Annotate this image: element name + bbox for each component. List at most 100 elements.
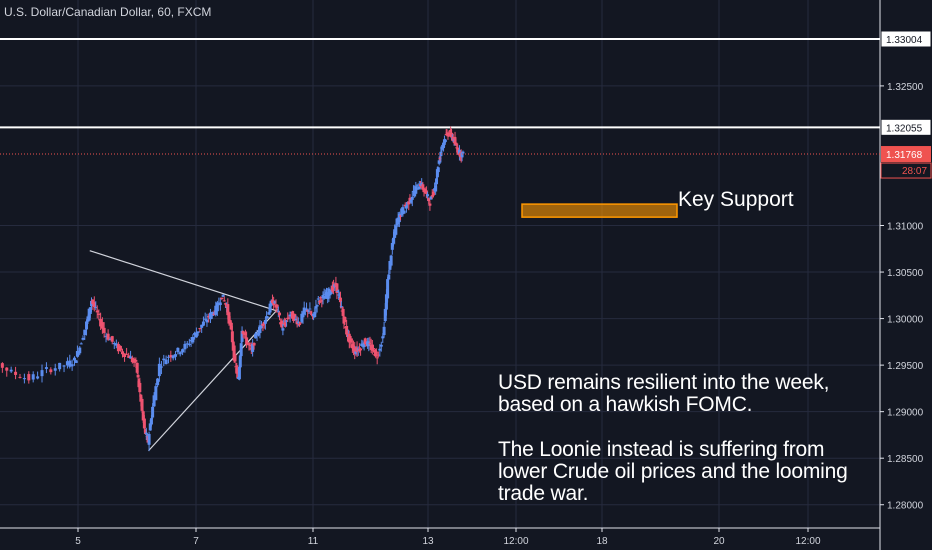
candle-body-221 — [339, 306, 343, 308]
candle-body-135 — [240, 330, 244, 342]
candle-body-236 — [354, 351, 358, 354]
candle-body-103 — [200, 324, 204, 328]
h-level-label-0: 1.33004 — [886, 35, 923, 46]
candle-body-124 — [230, 331, 234, 343]
candle-body-161 — [273, 301, 277, 303]
candle-body-273 — [397, 213, 401, 223]
x-tick-label-1: 7 — [193, 536, 199, 547]
candle-body-115 — [220, 297, 224, 299]
candle-body-12 — [14, 371, 18, 375]
candle-body-268 — [391, 237, 395, 243]
candle-body-136 — [241, 331, 245, 334]
candle-body-299 — [428, 203, 432, 206]
key-support-zone — [521, 203, 678, 218]
candle-body-118 — [223, 303, 227, 305]
candle-body-93 — [181, 349, 185, 353]
candle-body-52 — [112, 343, 116, 345]
candle-body-194 — [310, 314, 314, 316]
candle-body-316 — [444, 134, 448, 136]
candle-body-132 — [237, 366, 241, 380]
candle-body-274 — [399, 215, 403, 217]
candle-body-14 — [22, 378, 26, 380]
candle-body-266 — [389, 255, 393, 266]
candle-body-79 — [151, 406, 155, 418]
candle-body-172 — [285, 320, 289, 322]
candle-body-77 — [148, 423, 152, 431]
annotation-paragraph-1: USD remains resilient into the week, bas… — [498, 371, 830, 416]
candle-body-20 — [49, 369, 53, 373]
candle-body-250 — [370, 344, 374, 351]
candle-body-89 — [171, 355, 175, 359]
candle-body-200 — [316, 298, 320, 300]
candle-body-48 — [104, 335, 108, 337]
candle-body-168 — [281, 328, 285, 331]
current-price-tag — [881, 146, 931, 163]
candle-body-310 — [439, 151, 443, 157]
candle-body-259 — [381, 336, 385, 339]
candle-body-175 — [288, 314, 292, 317]
candle-body-104 — [201, 321, 205, 326]
candle-body-302 — [431, 192, 435, 196]
candle-body-327 — [454, 142, 458, 145]
candle-body-277 — [402, 210, 406, 214]
candle-body-243 — [362, 343, 366, 348]
candle-body-59 — [127, 355, 131, 358]
candle-body-97 — [189, 340, 193, 342]
candle-body-164 — [276, 310, 280, 312]
candle-body-88 — [169, 355, 173, 358]
candle-body-144 — [251, 343, 255, 352]
candle-body-60 — [129, 356, 133, 359]
candle-body-99 — [193, 332, 197, 335]
candle-body-321 — [449, 129, 453, 132]
candle-body-70 — [141, 411, 145, 421]
candle-body-298 — [427, 198, 431, 202]
x-tick-label-3: 13 — [422, 536, 434, 547]
candle-body-80 — [152, 395, 156, 407]
candle-body-18 — [40, 370, 44, 377]
candle-body-13 — [18, 376, 22, 378]
candle-body-105 — [203, 318, 207, 320]
candle-body-283 — [409, 199, 413, 203]
candle-body-188 — [303, 309, 307, 311]
candle-body-73 — [144, 432, 148, 434]
candle-body-334 — [460, 152, 464, 158]
candle-body-284 — [410, 196, 414, 200]
candle-body-198 — [314, 306, 318, 309]
candle-body-62 — [132, 358, 136, 363]
y-tick-label-1: 1.31000 — [887, 222, 924, 233]
candle-body-127 — [233, 354, 237, 362]
candle-body-254 — [374, 351, 378, 354]
candle-body-260 — [382, 326, 386, 336]
candle-body-197 — [313, 312, 317, 318]
candle-body-158 — [269, 300, 273, 306]
candle-body-38 — [88, 307, 92, 314]
candle-body-151 — [261, 323, 265, 326]
candle-body-320 — [448, 133, 452, 135]
candle-body-167 — [280, 320, 284, 328]
candle-body-335 — [461, 151, 465, 154]
trend-line-upper — [89, 250, 278, 312]
candle-body-86 — [164, 359, 168, 365]
candle-body-258 — [379, 344, 383, 347]
candle-body-84 — [159, 366, 163, 368]
candle-body-58 — [125, 353, 129, 355]
candle-body-61 — [130, 357, 134, 363]
candle-body-47 — [102, 327, 106, 333]
candle-body-278 — [403, 204, 407, 207]
candle-body-21 — [53, 368, 57, 371]
candle-body-133 — [238, 355, 242, 368]
candle-body-193 — [309, 312, 313, 314]
candle-body-245 — [364, 345, 368, 347]
candle-body-179 — [293, 314, 297, 317]
candle-body-156 — [267, 312, 271, 315]
candle-body-212 — [330, 285, 334, 292]
candle-body-72 — [143, 429, 147, 434]
candle-body-65 — [136, 374, 140, 378]
candle-body-313 — [442, 142, 446, 148]
candle-body-90 — [174, 354, 178, 357]
candle-body-288 — [415, 184, 419, 186]
candle-body-112 — [215, 302, 219, 312]
candle-body-27 — [72, 357, 76, 361]
candle-body-134 — [239, 343, 243, 357]
